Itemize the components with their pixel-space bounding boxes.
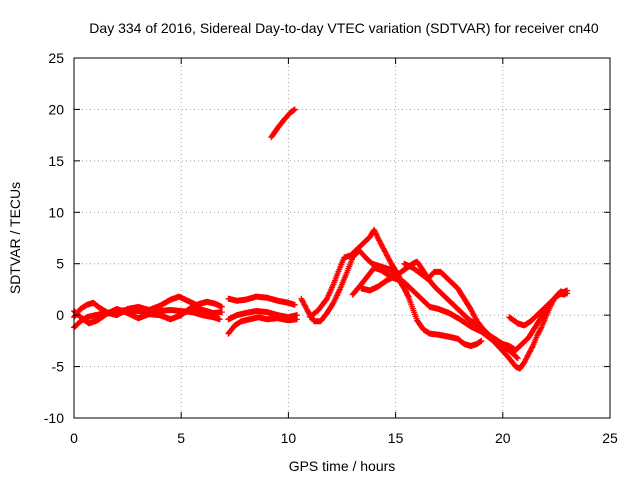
chart-title: Day 334 of 2016, Sidereal Day-to-day VTE…	[89, 20, 599, 36]
data-point-marks	[225, 308, 300, 323]
x-tick-label: 5	[177, 430, 185, 446]
axis-ticks	[73, 57, 611, 419]
plot-border	[73, 57, 611, 419]
series-arc-6	[225, 293, 298, 308]
data-point-marks	[225, 293, 298, 308]
y-tick-label: -10	[44, 410, 64, 426]
series-arc-9	[306, 226, 485, 349]
x-tick-label: 0	[70, 430, 78, 446]
data-point-marks	[506, 287, 571, 329]
y-tick-label: 5	[56, 256, 64, 272]
x-tick-label: 20	[495, 430, 511, 446]
x-tick-label: 25	[602, 430, 618, 446]
y-axis-label: SDTVAR / TECUs	[7, 182, 23, 294]
y-tick-label: 20	[48, 101, 64, 117]
y-tick-label: 0	[56, 307, 64, 323]
data-point-marks	[268, 106, 298, 141]
x-axis-label: GPS time / hours	[289, 458, 396, 474]
series-arc-5	[225, 308, 300, 323]
y-tick-label: 15	[48, 153, 64, 169]
tick-labels: 0 5 10 15 20 25 -10 -5 0 5 10 15 20 25	[44, 50, 618, 446]
data-points	[71, 106, 571, 372]
series-arc-4	[225, 314, 300, 337]
data-point-marks	[225, 314, 300, 337]
y-tick-label: 10	[48, 204, 64, 220]
y-tick-label: -5	[52, 359, 65, 375]
x-tick-label: 15	[388, 430, 404, 446]
x-tick-label: 10	[281, 430, 297, 446]
series-arc-13	[506, 287, 571, 329]
series-arc-7	[268, 106, 298, 141]
data-point-marks	[306, 226, 485, 349]
y-tick-label: 25	[48, 50, 64, 66]
